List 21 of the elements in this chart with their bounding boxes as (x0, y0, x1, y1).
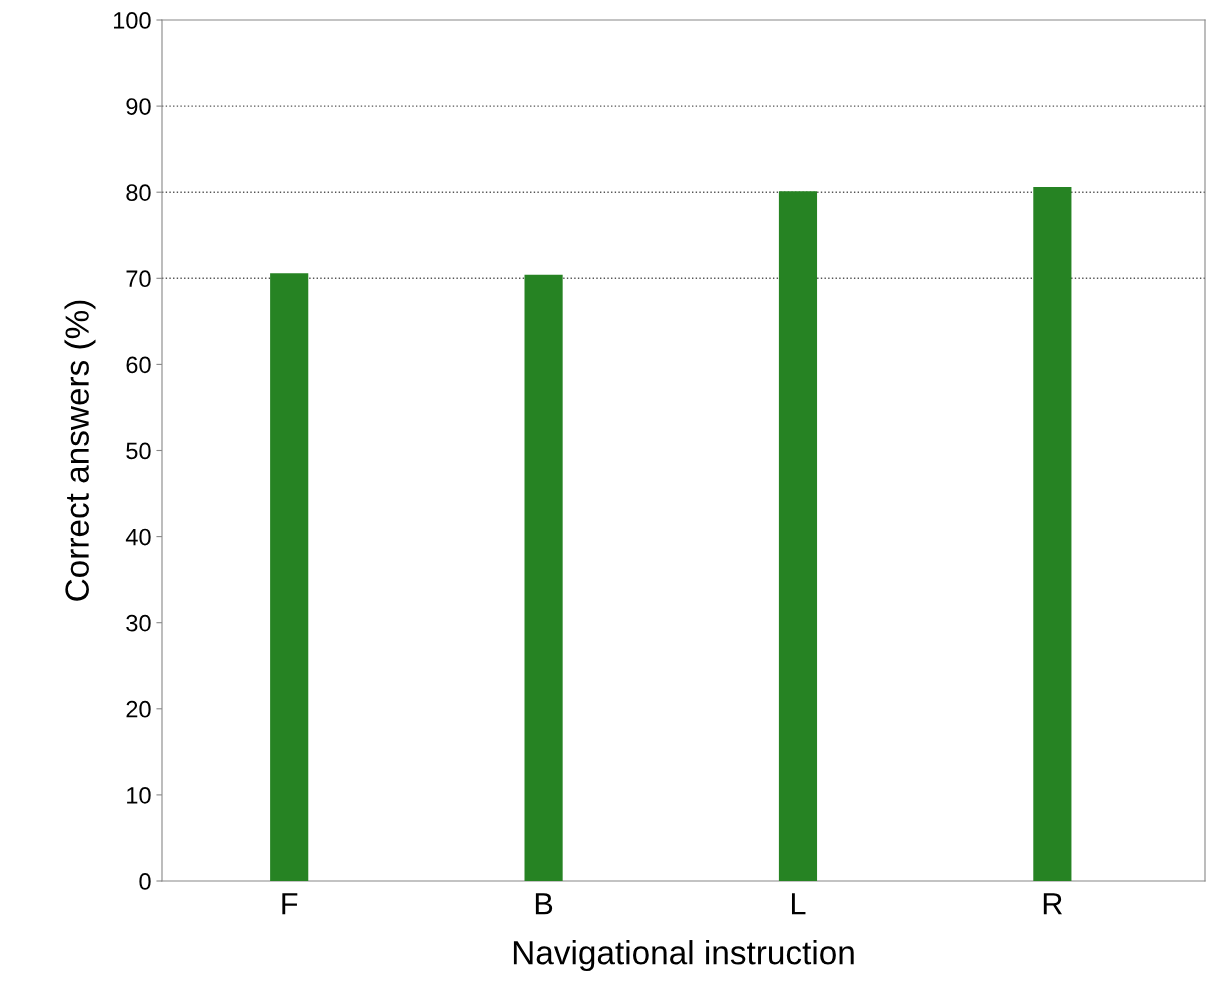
y-tick-label: 20 (126, 700, 151, 718)
y-tick-label: 30 (126, 614, 151, 632)
y-tick-label: 10 (127, 786, 151, 804)
x-axis-title: Navigational instruction (513, 940, 854, 972)
x-tick-label: R (1043, 893, 1062, 915)
bar (1033, 187, 1072, 881)
bar (778, 191, 818, 881)
y-tick-label: 60 (126, 356, 151, 374)
bar (524, 274, 563, 881)
y-tick-label: 80 (126, 184, 151, 201)
x-tick-label: L (791, 893, 806, 915)
y-tick-label: 70 (126, 270, 151, 288)
y-tick-label: 0 (139, 873, 151, 890)
bar (270, 273, 309, 881)
x-tick-label: B (535, 893, 553, 915)
y-tick-label: 40 (125, 528, 151, 546)
x-tick-label: F (282, 893, 298, 915)
y-tick-label: 50 (126, 442, 151, 460)
y-axis-title: Correct answers (%) (64, 300, 96, 601)
y-tick-label: 90 (126, 98, 151, 115)
y-tick-label: 100 (113, 12, 151, 29)
